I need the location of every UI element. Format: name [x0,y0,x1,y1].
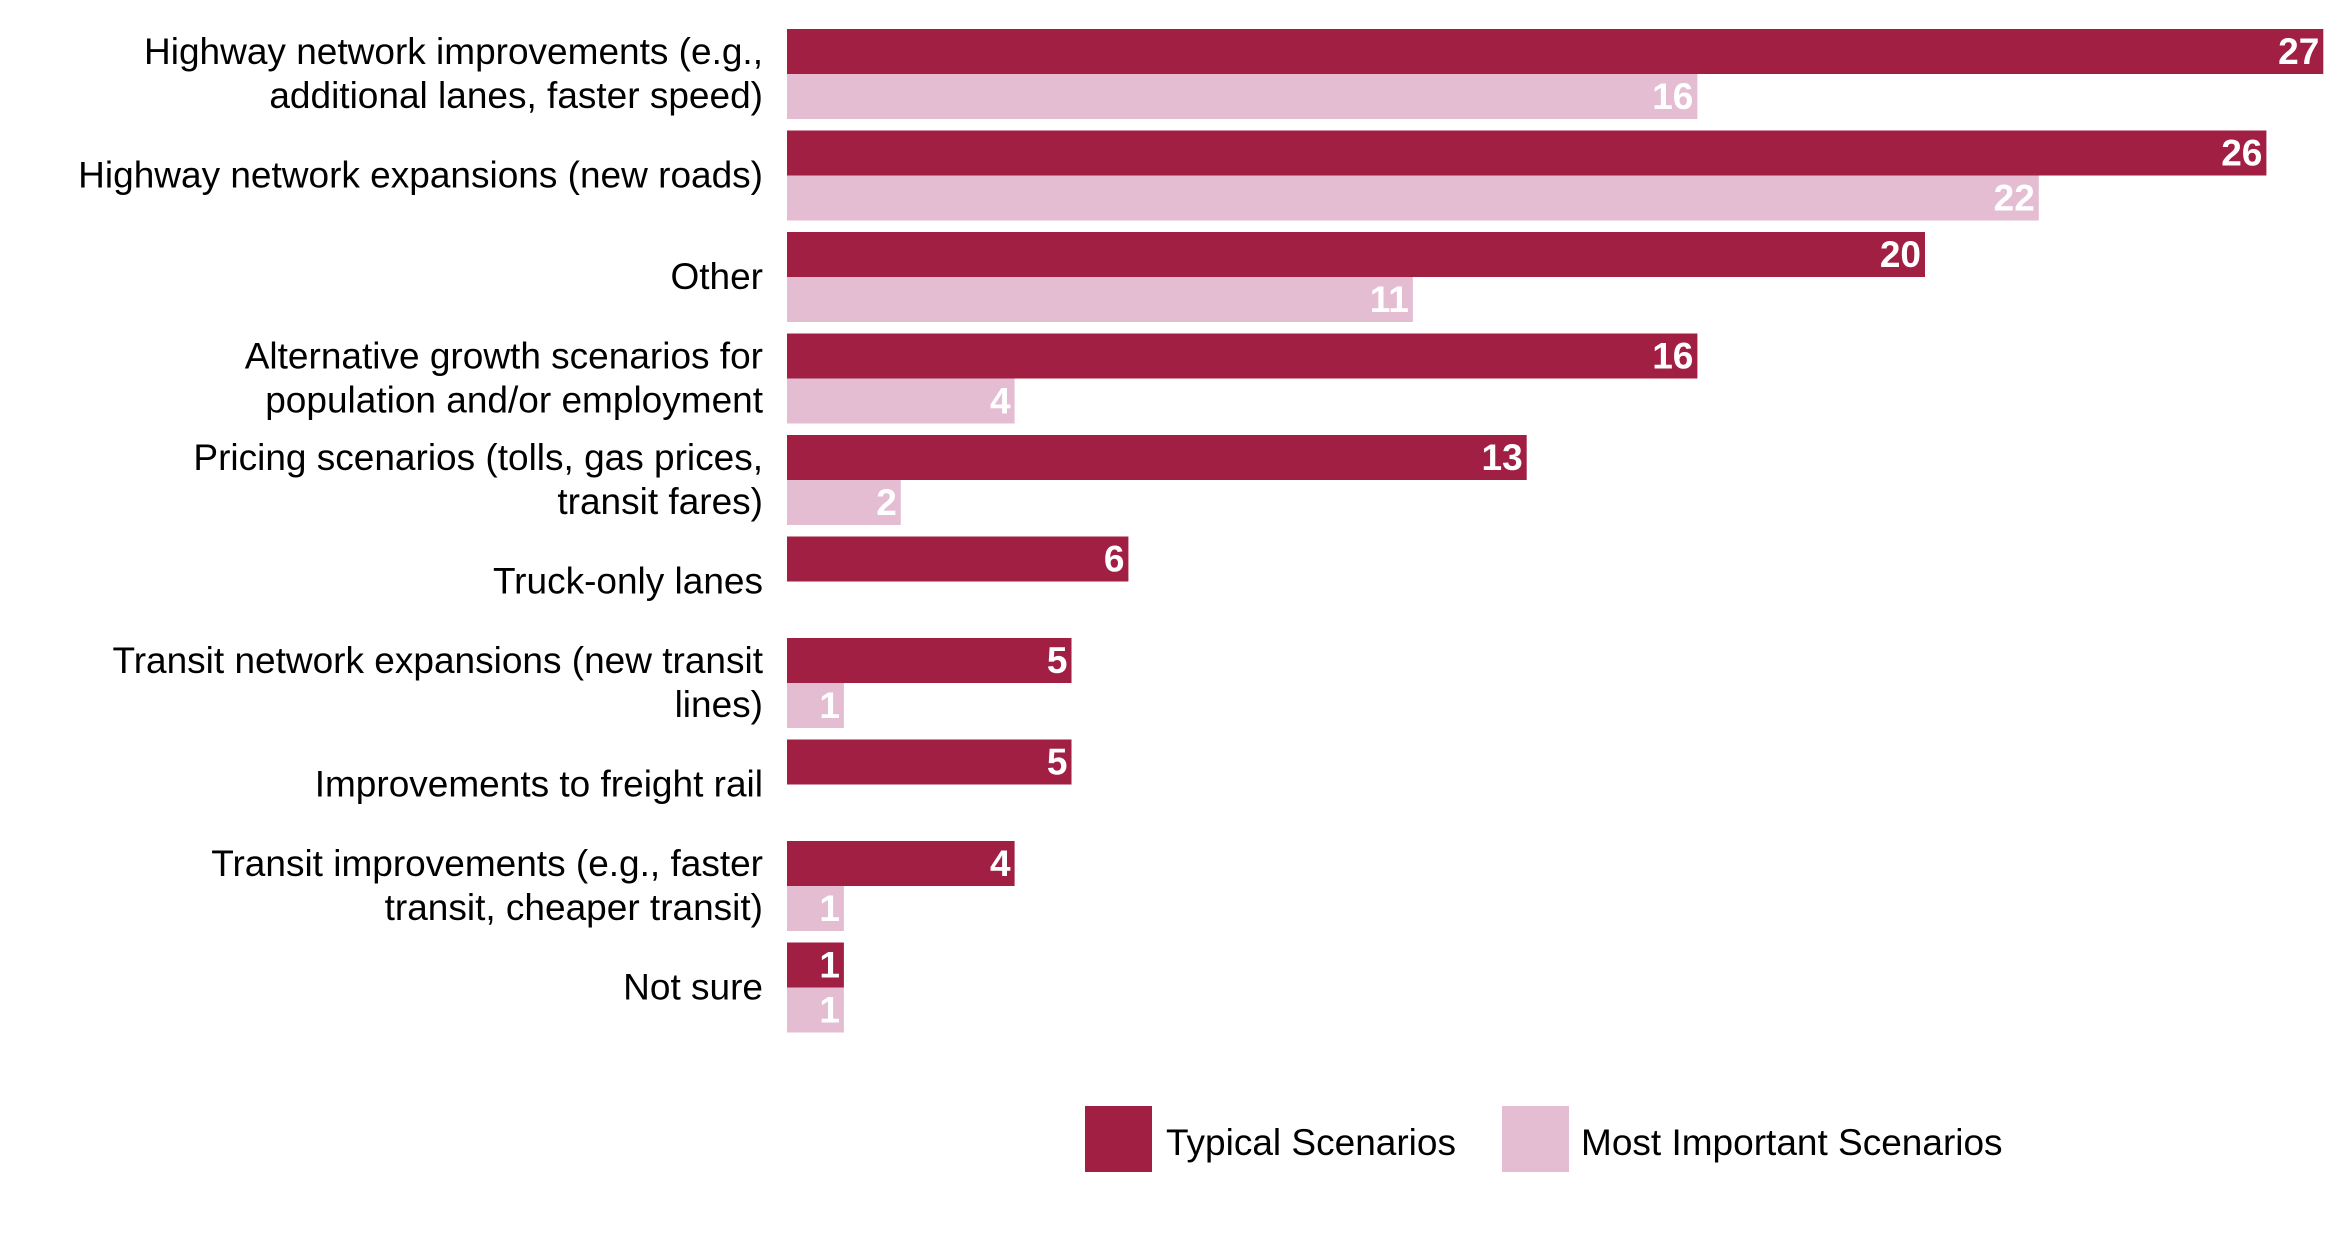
data-label-typical-9: 1 [819,945,840,986]
bar-most-important-9 [787,987,844,1033]
bar-typical-8 [787,841,1015,886]
bar-typical-6 [787,638,1072,683]
category-label-6: Transit network expansions (new transit l… [112,640,763,725]
category-label-line: transit, cheaper transit) [385,887,763,928]
category-label-line: Transit network expansions (new transit [112,640,763,681]
data-label-typical-3: 16 [1652,336,1693,377]
bar-typical-5 [787,536,1129,582]
category-label-line: population and/or employment [265,380,763,421]
data-label-typical-6: 5 [1047,640,1068,681]
data-label-most-important-2: 11 [1370,279,1409,320]
category-label-line: Alternative growth scenarios for [245,336,763,377]
data-label-typical-5: 6 [1104,539,1125,580]
bar-typical-1 [787,130,2267,176]
category-label-line: Highway network improvements (e.g., [144,31,763,72]
data-label-most-important-8: 1 [819,888,840,929]
category-label-line: additional lanes, faster speed) [269,75,763,116]
category-label-5: Truck-only lanes [493,561,763,602]
category-label-3: Alternative growth scenarios for populati… [245,336,764,421]
bar-most-important-4 [787,480,901,525]
bar-typical-3 [787,333,1698,379]
data-label-typical-4: 13 [1482,437,1523,478]
data-label-most-important-0: 16 [1652,76,1693,117]
category-label-0: Highway network improvements (e.g., addit… [144,31,763,116]
category-label-line: Truck-only lanes [493,561,763,602]
legend: Typical Scenarios Most Important Scenari… [1085,1106,2003,1172]
data-label-typical-0: 27 [2278,31,2319,72]
category-label-8: Transit improvements (e.g., faster transi… [211,843,763,928]
category-labels-group: Highway network improvements (e.g., addit… [78,31,764,1008]
category-label-line: Transit improvements (e.g., faster [211,843,763,884]
category-label-9: Not sure [623,967,763,1008]
bar-most-important-8 [787,886,844,931]
bar-most-important-3 [787,378,1015,424]
bar-typical-2 [787,232,1925,277]
bar-typical-4 [787,435,1527,480]
category-label-line: transit fares) [557,481,763,522]
bar-most-important-1 [787,175,2039,221]
data-label-most-important-9: 1 [819,990,840,1031]
category-label-4: Pricing scenarios (tolls, gas prices, tra… [193,437,763,522]
bar-typical-7 [787,739,1072,785]
category-label-line: Improvements to freight rail [315,764,763,805]
bar-most-important-0 [787,74,1698,119]
bar-typical-0 [787,29,2324,74]
category-label-line: lines) [675,684,763,725]
data-label-typical-7: 5 [1047,742,1068,783]
data-label-typical-1: 26 [2221,133,2262,174]
data-label-most-important-6: 1 [819,685,840,726]
bar-most-important-6 [787,683,844,728]
legend-swatch-typical [1085,1106,1152,1172]
category-label-line: Highway network expansions (new roads) [78,155,763,196]
category-label-line: Not sure [623,967,763,1008]
category-label-line: Pricing scenarios (tolls, gas prices, [193,437,763,478]
data-label-typical-8: 4 [990,843,1011,884]
bar-most-important-2 [787,277,1413,322]
data-label-most-important-1: 22 [1994,178,2035,219]
legend-label-most-important: Most Important Scenarios [1581,1122,2003,1163]
data-label-most-important-3: 4 [990,381,1011,422]
legend-swatch-most-important [1502,1106,1569,1172]
category-label-7: Improvements to freight rail [315,764,763,805]
category-label-1: Highway network expansions (new roads) [78,155,763,196]
data-label-typical-2: 20 [1880,234,1921,275]
data-label-most-important-4: 2 [876,482,897,523]
legend-label-typical: Typical Scenarios [1166,1122,1456,1163]
category-label-line: Other [670,256,763,297]
category-label-2: Other [670,256,763,297]
bar-typical-9 [787,942,844,988]
